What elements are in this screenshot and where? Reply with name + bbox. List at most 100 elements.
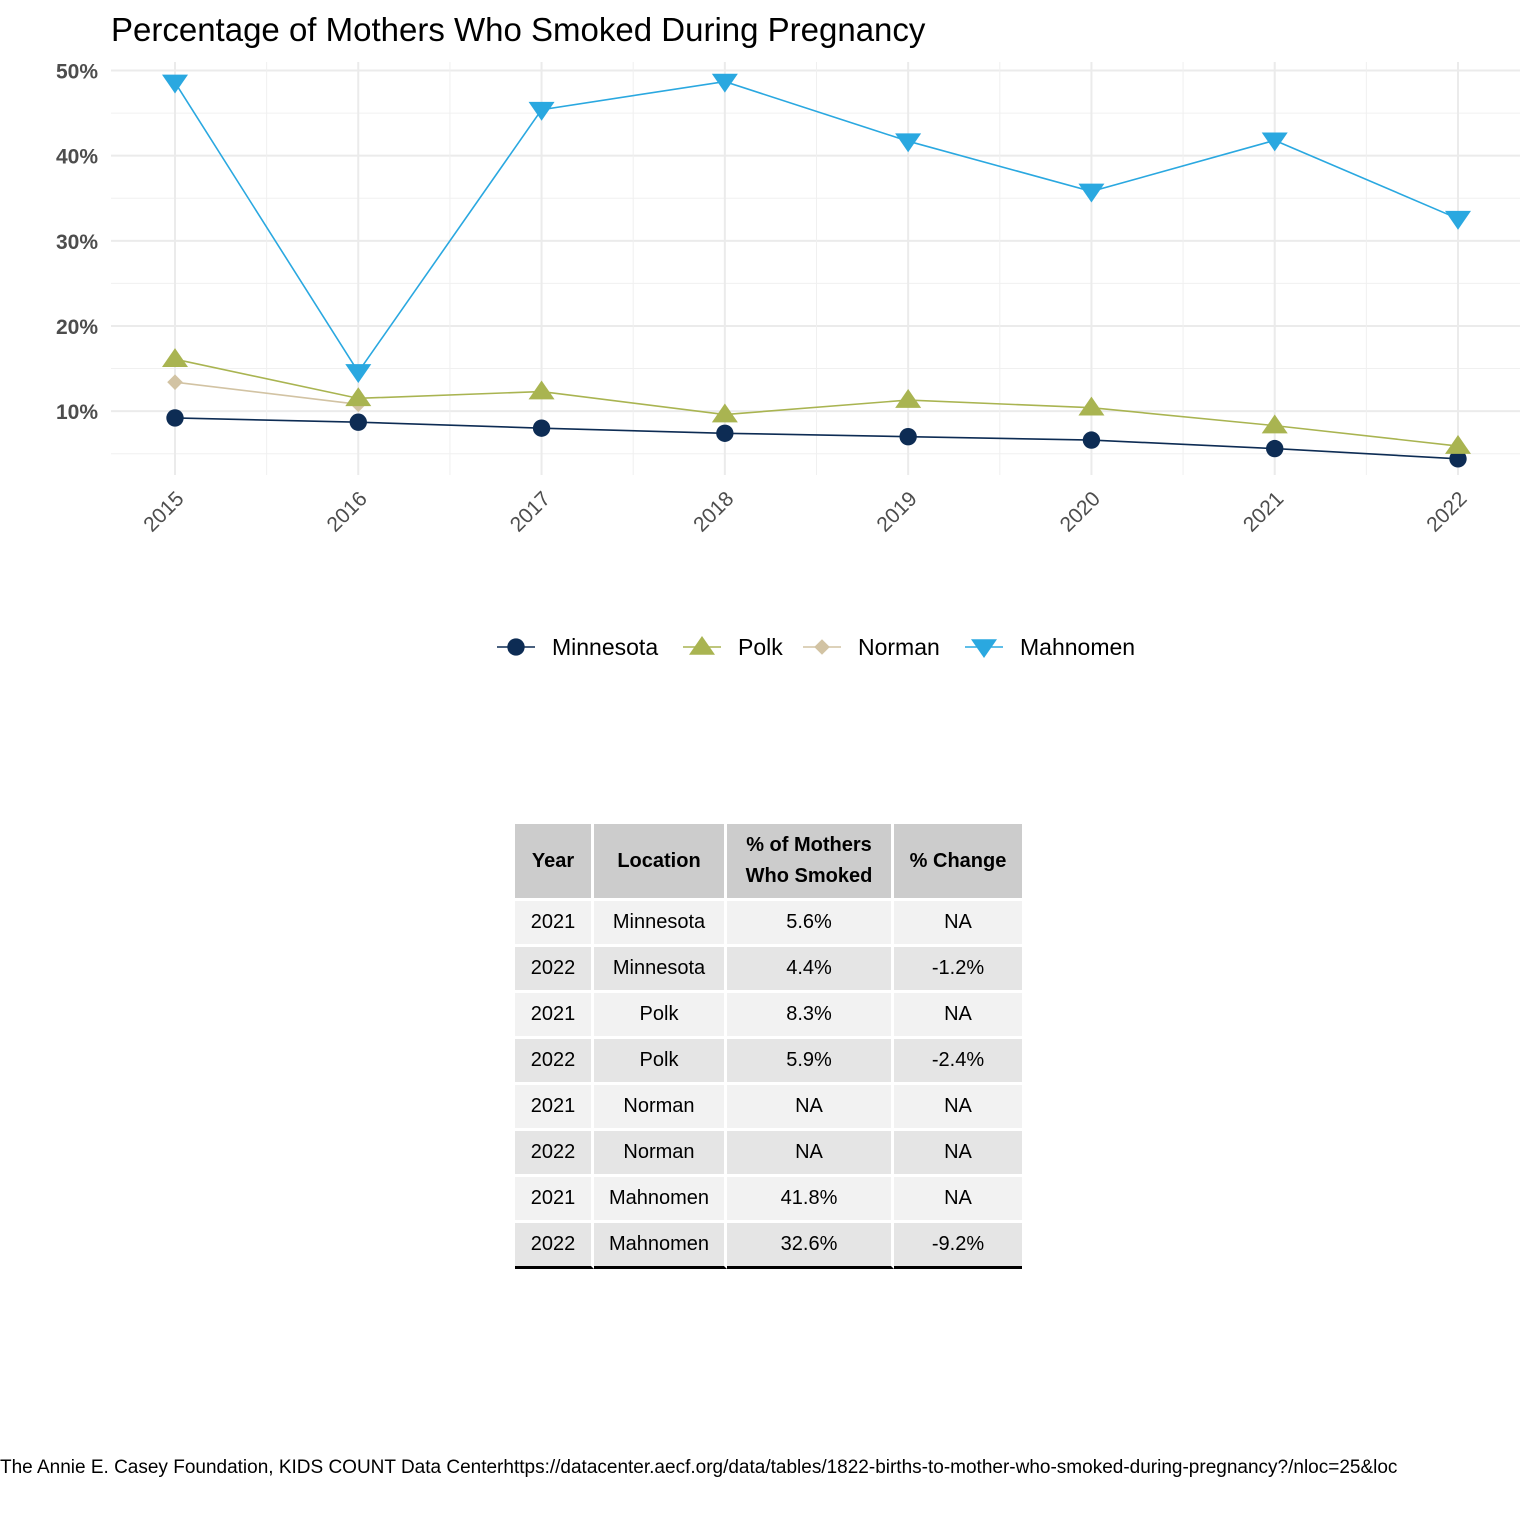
- table-row: 2022 Minnesota 4.4% -1.2%: [515, 944, 1022, 990]
- legend-item-norman: Norman: [803, 634, 940, 660]
- x-tick-label: 2019: [872, 487, 921, 536]
- cell-percent-smoked: 4.4%: [727, 944, 894, 990]
- cell-year: 2022: [515, 1128, 594, 1174]
- x-tick-label: 2016: [323, 487, 372, 536]
- data-point: [162, 348, 188, 367]
- cell-year: 2021: [515, 1174, 594, 1220]
- cell-location: Mahnomen: [594, 1174, 727, 1220]
- cell-percent-change: NA: [894, 898, 1022, 944]
- data-point: [528, 380, 555, 400]
- legend-marker: [507, 638, 525, 656]
- cell-location: Minnesota: [594, 898, 727, 944]
- cell-year: 2022: [515, 1220, 594, 1269]
- cell-location: Polk: [594, 1036, 727, 1082]
- cell-year: 2022: [515, 1036, 594, 1082]
- line-chart: Percentage of Mothers Who Smoked During …: [56, 11, 1520, 660]
- cell-year: 2021: [515, 1082, 594, 1128]
- data-point: [895, 389, 922, 408]
- x-tick-label: 2018: [689, 487, 738, 536]
- data-point: [345, 387, 372, 407]
- legend-item-polk: Polk: [683, 634, 783, 660]
- chart-legend: Minnesota Polk Norman Mahnomen: [497, 634, 1135, 660]
- series-line: [174, 381, 359, 406]
- data-point: [166, 409, 184, 427]
- header-year: Year: [515, 824, 594, 898]
- y-tick-label: 30%: [56, 231, 98, 254]
- cell-percent-smoked: NA: [727, 1128, 894, 1174]
- x-axis-ticks: 2015 2016 2017 2018 2019 2020 2021 2022: [139, 487, 1471, 536]
- data-point: [345, 364, 372, 384]
- data-point: [716, 424, 734, 442]
- x-tick-label: 2017: [506, 487, 555, 536]
- data-point: [162, 74, 188, 94]
- table-row: 2021 Polk 8.3% NA: [515, 990, 1022, 1036]
- x-tick-label: 2021: [1239, 487, 1288, 536]
- y-tick-label: 40%: [56, 146, 98, 169]
- table-row: 2021 Minnesota 5.6% NA: [515, 898, 1022, 944]
- data-point: [1261, 414, 1288, 434]
- legend-marker: [971, 639, 997, 659]
- legend-item-minnesota: Minnesota: [497, 634, 658, 660]
- data-point: [1445, 434, 1471, 454]
- data-point: [711, 73, 738, 93]
- legend-item-mahnomen: Mahnomen: [965, 634, 1135, 660]
- table-header-row: Year Location % of Mothers Who Smoked % …: [515, 824, 1022, 898]
- data-point: [895, 133, 922, 153]
- data-point: [528, 101, 555, 121]
- cell-percent-change: -2.4%: [894, 1036, 1022, 1082]
- cell-percent-change: NA: [894, 990, 1022, 1036]
- cell-location: Polk: [594, 990, 727, 1036]
- cell-location: Mahnomen: [594, 1220, 727, 1269]
- data-point: [532, 419, 551, 437]
- cell-percent-change: NA: [894, 1128, 1022, 1174]
- table-row: 2022 Mahnomen 32.6% -9.2%: [515, 1220, 1022, 1269]
- cell-percent-smoked: 5.6%: [727, 898, 894, 944]
- summary-table: Year Location % of Mothers Who Smoked % …: [515, 824, 1022, 1269]
- series-minnesota: [166, 409, 1467, 468]
- cell-percent-change: NA: [894, 1082, 1022, 1128]
- chart-title: Percentage of Mothers Who Smoked During …: [111, 11, 926, 48]
- legend-label: Polk: [738, 634, 783, 660]
- cell-year: 2021: [515, 990, 594, 1036]
- cell-location: Minnesota: [594, 944, 727, 990]
- data-point: [1078, 396, 1105, 416]
- y-tick-label: 50%: [56, 61, 98, 84]
- table-row: 2022 Polk 5.9% -2.4%: [515, 1036, 1022, 1082]
- header-percent-change: % Change: [894, 824, 1022, 898]
- cell-percent-smoked: 41.8%: [727, 1174, 894, 1220]
- data-point: [1449, 450, 1467, 468]
- legend-marker: [689, 635, 715, 655]
- cell-location: Norman: [594, 1082, 727, 1128]
- chart-series: [162, 73, 1471, 468]
- cell-percent-smoked: 32.6%: [727, 1220, 894, 1269]
- series-line: [174, 80, 1459, 374]
- x-tick-label: 2015: [139, 487, 188, 536]
- data-point: [349, 413, 367, 431]
- cell-year: 2022: [515, 944, 594, 990]
- y-tick-label: 20%: [56, 316, 98, 339]
- cell-percent-smoked: 8.3%: [727, 990, 894, 1036]
- data-point: [1261, 132, 1288, 152]
- y-axis-ticks: 10% 20% 30% 40% 50%: [56, 61, 98, 425]
- series-line: [174, 417, 1459, 460]
- legend-marker: [814, 639, 830, 655]
- data-point: [1078, 183, 1105, 203]
- source-caption: The Annie E. Casey Foundation, KIDS COUN…: [0, 1457, 1398, 1478]
- legend-label: Mahnomen: [1020, 634, 1135, 660]
- cell-year: 2021: [515, 898, 594, 944]
- data-point: [167, 374, 183, 390]
- legend-label: Norman: [858, 634, 940, 660]
- data-point: [1266, 439, 1284, 458]
- data-point: [711, 403, 738, 423]
- series-line: [174, 358, 1459, 447]
- data-point: [1445, 210, 1471, 230]
- cell-percent-smoked: 5.9%: [727, 1036, 894, 1082]
- y-tick-label: 10%: [56, 401, 98, 424]
- series-mahnomen: [162, 73, 1471, 384]
- series-polk: [162, 348, 1471, 454]
- cell-location: Norman: [594, 1128, 727, 1174]
- table-row: 2021 Norman NA NA: [515, 1082, 1022, 1128]
- chart-gridlines: [111, 62, 1520, 475]
- legend-label: Minnesota: [552, 634, 658, 660]
- cell-percent-change: -9.2%: [894, 1220, 1022, 1269]
